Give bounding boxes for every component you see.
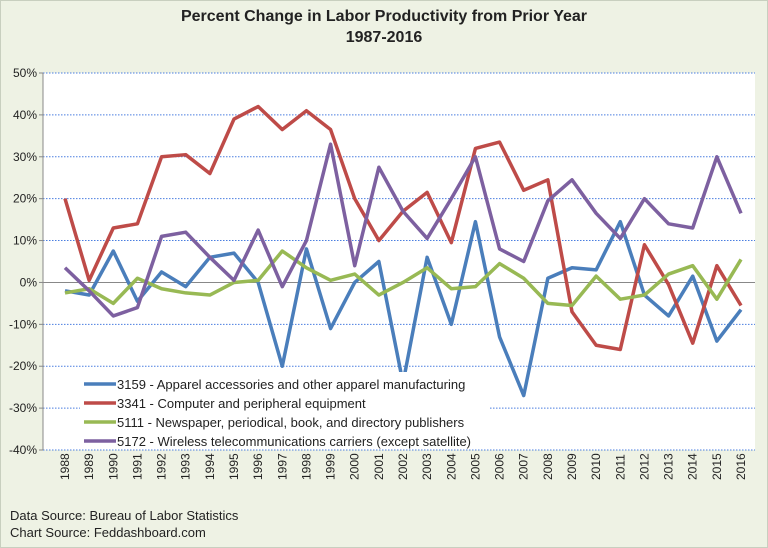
x-tick-label: 1989 xyxy=(82,453,96,480)
x-tick-label: 1995 xyxy=(227,453,241,480)
x-tick-label: 1991 xyxy=(130,453,144,480)
legend-label: 5172 - Wireless telecommunications carri… xyxy=(117,434,471,449)
x-tick-label: 1990 xyxy=(106,453,120,480)
y-tick-label: -10% xyxy=(9,317,37,331)
y-tick-label: 30% xyxy=(13,150,37,164)
legend-label: 3341 - Computer and peripheral equipment xyxy=(117,396,366,411)
x-tick-label: 1994 xyxy=(203,453,217,480)
chart-source: Chart Source: Feddashboard.com xyxy=(10,525,206,540)
legend-box xyxy=(80,372,490,448)
y-tick-label: -30% xyxy=(9,401,37,415)
x-tick-label: 2003 xyxy=(420,453,434,480)
chart-title: Percent Change in Labor Productivity fro… xyxy=(0,6,768,48)
x-tick-label: 2015 xyxy=(710,453,724,480)
y-tick-label: 50% xyxy=(13,66,37,80)
y-tick-label: 40% xyxy=(13,108,37,122)
x-tick-label: 2010 xyxy=(589,453,603,480)
x-tick-label: 1992 xyxy=(155,453,169,480)
title-line: Percent Change in Labor Productivity fro… xyxy=(180,8,588,25)
x-tick-label: 2016 xyxy=(734,453,748,480)
subtitle-line: 1987-2016 xyxy=(345,29,423,46)
x-tick-label: 2005 xyxy=(468,453,482,480)
x-tick-label: 1996 xyxy=(251,453,265,480)
x-tick-label: 2002 xyxy=(396,453,410,480)
x-tick-label: 2000 xyxy=(348,453,362,480)
x-tick-label: 2014 xyxy=(686,453,700,480)
y-tick-label: 10% xyxy=(13,234,37,248)
x-tick-label: 2007 xyxy=(517,453,531,480)
x-tick-label: 2004 xyxy=(444,453,458,480)
x-tick-label: 1993 xyxy=(179,453,193,480)
data-source: Data Source: Bureau of Labor Statistics xyxy=(10,508,239,523)
x-tick-label: 1997 xyxy=(275,453,289,480)
x-tick-label: 2011 xyxy=(613,454,627,480)
x-tick-label: 2012 xyxy=(637,453,651,480)
x-tick-label: 2008 xyxy=(541,453,555,480)
x-tick-label: 1999 xyxy=(324,453,338,480)
y-tick-label: 20% xyxy=(13,192,37,206)
x-tick-label: 2013 xyxy=(662,453,676,480)
x-tick-label: 1998 xyxy=(299,453,313,480)
x-tick-label: 2001 xyxy=(372,453,386,480)
x-tick-label: 2009 xyxy=(565,453,579,480)
y-tick-label: 0% xyxy=(20,275,38,289)
x-tick-label: 2006 xyxy=(493,453,507,480)
legend: 3159 - Apparel accessories and other app… xyxy=(80,372,490,449)
x-tick-label: 1988 xyxy=(58,453,72,480)
y-tick-label: -40% xyxy=(9,443,37,457)
legend-label: 3159 - Apparel accessories and other app… xyxy=(117,377,465,392)
legend-label: 5111 - Newspaper, periodical, book, and … xyxy=(117,415,465,430)
y-tick-label: -20% xyxy=(9,359,37,373)
